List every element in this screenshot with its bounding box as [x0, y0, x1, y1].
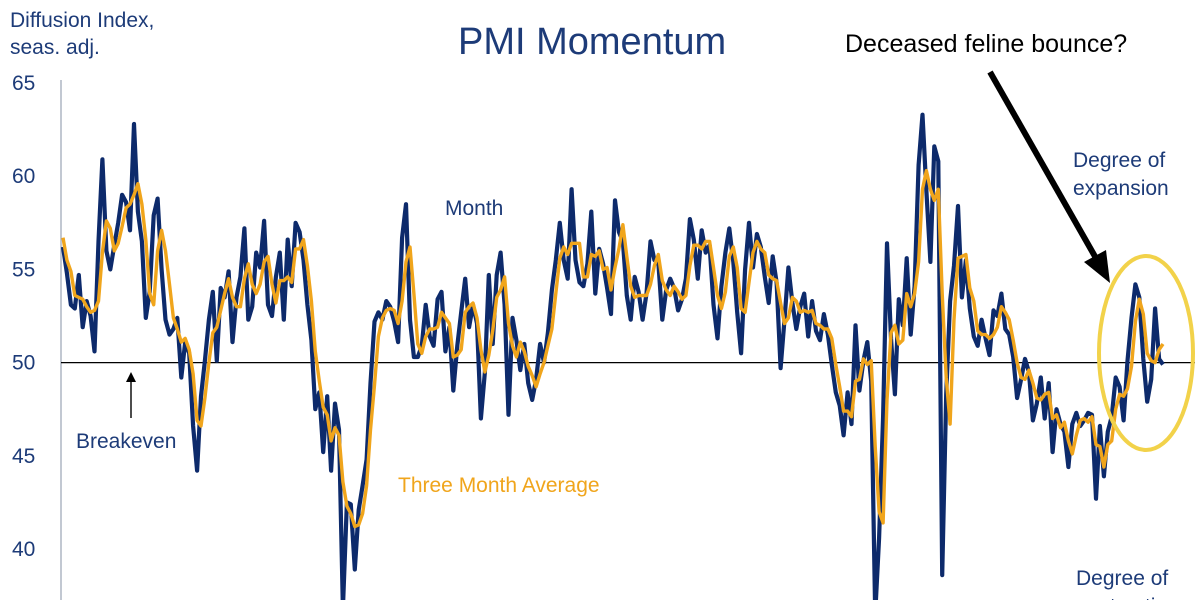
y-axis-label-line2: seas. adj.: [10, 36, 100, 59]
y-tick-label: 50: [12, 352, 35, 375]
breakeven-label: Breakeven: [76, 430, 176, 453]
y-tick-label: 40: [12, 538, 35, 561]
y-tick-label: 65: [12, 72, 35, 95]
y-tick-label: 60: [12, 165, 35, 188]
expansion-label-line1: Degree of: [1073, 149, 1165, 172]
arrow-annotation-text: Deceased feline bounce?: [845, 30, 1127, 58]
month-series-label: Month: [445, 197, 503, 220]
expansion-label-line2: expansion: [1073, 177, 1169, 200]
series-line-three-month-average: [61, 168, 1165, 529]
highlight-ellipse: [1097, 254, 1195, 452]
y-axis-label-line1: Diffusion Index,: [10, 9, 154, 32]
series-line-month: [60, 112, 1165, 600]
breakeven-arrow: [126, 372, 136, 418]
contraction-label-line2: contraction: [1076, 595, 1179, 600]
y-tick-label: 55: [12, 258, 35, 281]
chart-title: PMI Momentum: [458, 21, 726, 63]
pointer-arrow: [987, 70, 1110, 283]
contraction-label-line1: Degree of: [1076, 567, 1168, 590]
average-series-label: Three Month Average: [398, 474, 600, 497]
y-tick-label: 45: [12, 445, 35, 468]
